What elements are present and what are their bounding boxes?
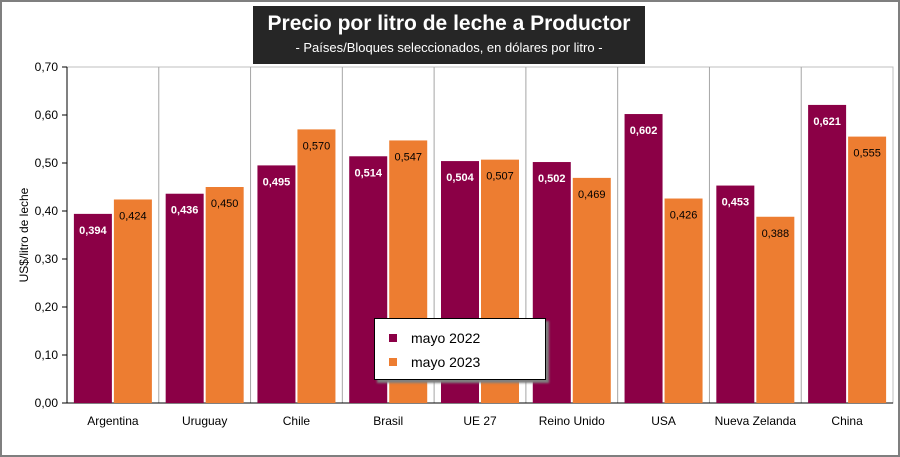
bar-2	[297, 129, 336, 403]
chart-title: Precio por litro de leche a Productor	[267, 12, 631, 35]
data-label-1: 0,621	[813, 116, 841, 128]
data-label-1: 0,453	[722, 197, 750, 209]
y-tick-label: 0,00	[35, 396, 59, 410]
legend-label-series-1: mayo 2022	[411, 330, 481, 346]
bar-2	[848, 136, 887, 403]
legend-swatch-series-2	[389, 358, 397, 366]
data-label-1: 0,504	[446, 172, 474, 184]
bar-1	[165, 193, 204, 403]
data-label-2: 0,547	[394, 151, 422, 163]
y-tick-label: 0,10	[35, 348, 59, 362]
bar-1	[716, 185, 755, 403]
x-tick-label: China	[831, 414, 863, 428]
bar-1	[257, 165, 296, 403]
data-label-2: 0,426	[670, 210, 698, 222]
y-tick-label: 0,60	[35, 108, 59, 122]
legend-swatch-series-1	[389, 334, 397, 342]
x-tick-label: Brasil	[373, 414, 403, 428]
chart-subtitle: - Países/Bloques seleccionados, en dólar…	[295, 40, 603, 55]
data-label-2: 0,469	[578, 189, 606, 201]
legend-item-series-2: mayo 2023	[389, 353, 480, 371]
y-tick-label: 0,50	[35, 156, 59, 170]
data-label-1: 0,602	[630, 125, 658, 137]
data-label-2: 0,570	[303, 140, 331, 152]
data-label-1: 0,502	[538, 173, 566, 185]
data-label-2: 0,507	[486, 171, 514, 183]
chart-legend: mayo 2022 mayo 2023	[374, 318, 546, 380]
x-tick-label: Nueva Zelanda	[715, 414, 797, 428]
bar-2	[572, 177, 611, 403]
bar-1	[73, 213, 112, 403]
x-tick-label: UE 27	[463, 414, 497, 428]
x-tick-label: Reino Unido	[539, 414, 605, 428]
bar-2	[205, 187, 244, 403]
x-tick-label: Chile	[283, 414, 311, 428]
data-label-1: 0,436	[171, 205, 199, 217]
y-tick-label: 0,20	[35, 300, 59, 314]
data-label-2: 0,450	[211, 198, 239, 210]
data-label-1: 0,495	[263, 176, 291, 188]
bar-2	[664, 198, 703, 403]
data-label-2: 0,424	[119, 210, 147, 222]
x-tick-label: USA	[651, 414, 676, 428]
y-tick-label: 0,30	[35, 252, 59, 266]
x-tick-label: Uruguay	[182, 414, 227, 428]
x-tick-label: Argentina	[87, 414, 139, 428]
chart-title-box: Precio por litro de leche a Productor - …	[253, 6, 645, 64]
data-label-2: 0,555	[853, 148, 881, 160]
legend-item-series-1: mayo 2022	[389, 329, 480, 347]
data-label-1: 0,514	[354, 167, 382, 179]
y-axis-title: US$/litro de leche	[17, 187, 31, 282]
bar-1	[624, 114, 663, 403]
bar-2	[756, 216, 795, 403]
y-tick-label: 0,40	[35, 204, 59, 218]
y-tick-label: 0,70	[35, 60, 59, 74]
legend-label-series-2: mayo 2023	[411, 354, 481, 370]
bar-1	[808, 104, 847, 404]
data-label-1: 0,394	[79, 225, 107, 237]
data-label-2: 0,388	[762, 228, 790, 240]
bar-2	[113, 199, 152, 403]
